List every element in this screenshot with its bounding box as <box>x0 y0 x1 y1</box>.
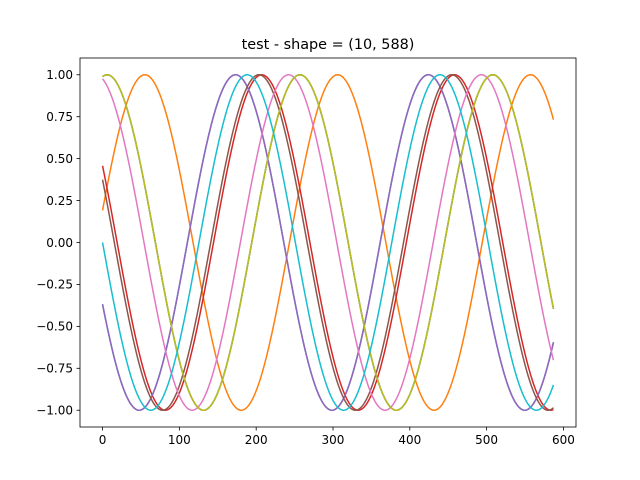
y-tick-label: 0.50 <box>46 152 73 166</box>
x-tick-label: 100 <box>168 433 191 447</box>
series-line-9 <box>102 74 555 411</box>
series-line-10 <box>101 74 555 411</box>
x-tick-label: 300 <box>322 433 345 447</box>
x-tick-label: 500 <box>475 433 498 447</box>
series-layer <box>101 74 555 411</box>
y-tick-label: 0.75 <box>46 110 73 124</box>
y-tick-label: −0.50 <box>36 320 73 334</box>
series-line-2 <box>101 74 555 411</box>
axes-layer: 0 100 200 300 400 500 600 −1.00 −0.75 −0.50 −0.25 0… <box>36 57 577 447</box>
series-line-4 <box>101 74 554 411</box>
chart-title: test - shape = (10, 588) <box>242 37 415 53</box>
y-tick-label: 0.25 <box>46 194 73 208</box>
y-tick-label: −0.75 <box>36 362 73 376</box>
x-tick-label: 0 <box>99 433 107 447</box>
plot-area <box>101 74 555 411</box>
y-tick-label: −1.00 <box>36 404 73 418</box>
y-tick-label: 0.00 <box>46 236 73 250</box>
x-tick-label: 600 <box>552 433 575 447</box>
y-tick-label: 1.00 <box>46 68 73 82</box>
x-tick-label: 200 <box>245 433 268 447</box>
series-line-7 <box>101 74 555 411</box>
series-line-5 <box>101 74 555 411</box>
y-tick-label: −0.25 <box>36 278 73 292</box>
x-tick-label: 400 <box>398 433 421 447</box>
